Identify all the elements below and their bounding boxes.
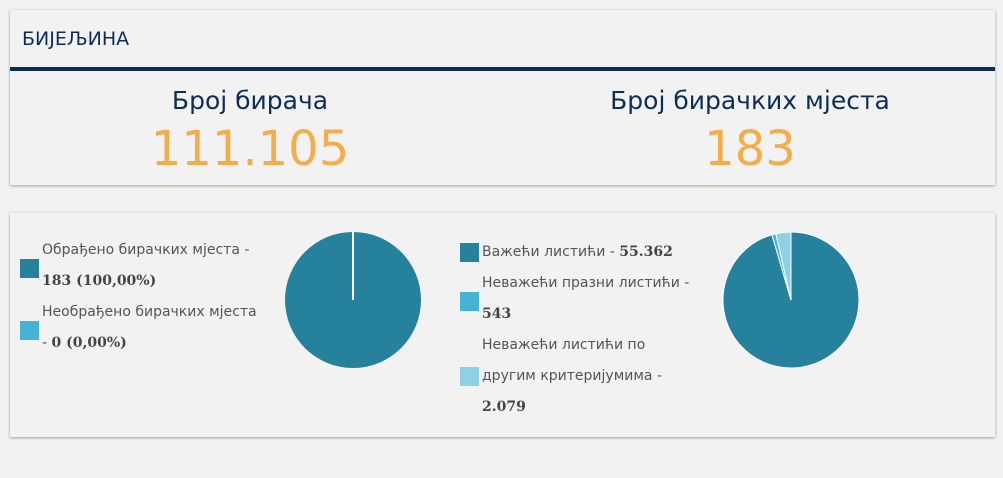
legend-value: 55.362 — [619, 244, 673, 260]
polling-stations-value: 183 — [704, 121, 796, 177]
legend-label: Обрађено бирачких мјеста - — [42, 242, 250, 258]
legend-item: Важећи листићи - 55.362 — [460, 237, 690, 268]
results-panel: Обрађено бирачких мјеста - 183 (100,00%)… — [10, 213, 995, 437]
legend-swatch — [460, 243, 479, 262]
voters-stat: Број бирача 111.105 — [10, 86, 490, 177]
municipality-header-panel: БИЈЕЉИНА Број бирача 111.105 Број бирачк… — [10, 10, 995, 185]
legend-item: Обрађено бирачких мјеста - 183 (100,00%) — [20, 235, 260, 297]
legend-swatch — [20, 321, 39, 340]
legend-item: Неважећи листићи по другим критеријумима… — [460, 330, 690, 423]
polling-stations-label: Број бирачких мјеста — [610, 86, 890, 115]
legend-item: Неважећи празни листићи - 543 — [460, 268, 690, 330]
legend-swatch — [460, 367, 479, 386]
stations-legend: Обрађено бирачких мјеста - 183 (100,00%)… — [20, 235, 260, 359]
legend-value: 183 (100,00%) — [42, 273, 157, 289]
voters-value: 111.105 — [150, 121, 350, 177]
legend-label: Необрађено бирачких мјеста - — [42, 304, 257, 351]
legend-label: Важећи листићи - — [482, 244, 620, 260]
voters-label: Број бирача — [171, 86, 329, 115]
legend-swatch — [20, 259, 39, 278]
legend-value: 543 — [482, 306, 512, 322]
legend-value: 0 (0,00%) — [51, 335, 127, 351]
legend-label: Неважећи празни листићи - — [482, 275, 690, 291]
pie-slice — [775, 231, 792, 301]
polling-stations-stat: Број бирачких мјеста 183 — [510, 86, 990, 177]
ballots-pie-chart — [722, 231, 860, 369]
ballots-legend: Важећи листићи - 55.362 Неважећи празни … — [460, 237, 690, 423]
legend-item: Необрађено бирачких мјеста - 0 (0,00%) — [20, 297, 260, 359]
legend-label: Неважећи листићи по другим критеријумима… — [482, 337, 662, 384]
municipality-title: БИЈЕЉИНА — [22, 28, 130, 50]
legend-swatch — [460, 292, 479, 311]
legend-value: 2.079 — [482, 399, 526, 415]
title-divider — [10, 67, 995, 71]
stations-pie-chart — [285, 232, 421, 368]
